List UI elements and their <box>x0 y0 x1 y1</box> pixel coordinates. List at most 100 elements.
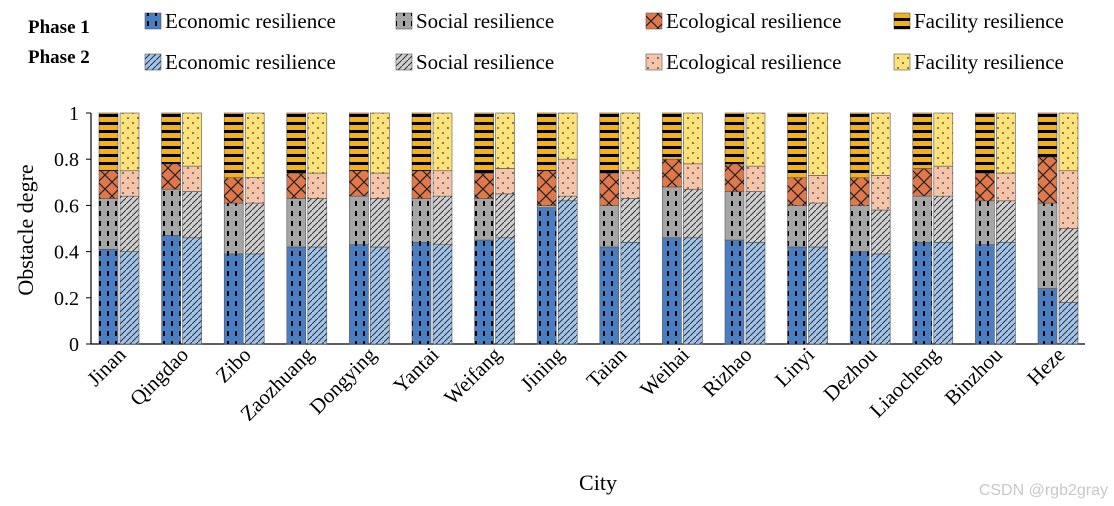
bar-phase-1-ecological-resilience-linyi-pattern <box>787 177 807 206</box>
bar-phase-1-social-resilience-weihai-pattern <box>662 186 682 238</box>
legend-phase-1-social-resilience-label: Social resilience <box>416 9 554 33</box>
legend-phase-1-facility-resilience-swatch-pattern <box>894 13 910 29</box>
bar-phase-2-economic-resilience-heze-pattern <box>1059 302 1078 344</box>
bar-phase-2-ecological-resilience-rizhao-pattern <box>746 166 765 192</box>
bar-phase-1-facility-resilience-zaozhuang-pattern <box>286 113 306 174</box>
bar-phase-1-facility-resilience-binzhou-pattern <box>975 113 995 174</box>
bar-phase-1-facility-resilience-heze-pattern <box>1038 113 1057 157</box>
bar-phase-2-ecological-resilience-qingdao-pattern <box>182 166 202 192</box>
legend-phase-1-ecological-resilience-label: Ecological resilience <box>666 9 842 33</box>
bar-phase-1-economic-resilience-weihai-pattern <box>662 237 682 344</box>
bar-phase-1-social-resilience-liaocheng-pattern <box>912 196 932 243</box>
bar-phase-2-economic-resilience-jinan-pattern <box>120 251 139 344</box>
bar-phase-2-facility-resilience-dongying-pattern <box>370 113 390 174</box>
bar-phase-2-facility-resilience-yantai-pattern <box>433 113 452 171</box>
bar-phase-2-social-resilience-dongying-pattern <box>370 198 390 247</box>
bar-phase-1-social-resilience-taian-pattern <box>599 205 619 247</box>
bar-phase-2-social-resilience-dezhou-pattern <box>871 210 891 254</box>
bar-phase-1-economic-resilience-heze-pattern <box>1038 288 1057 344</box>
legend-phase-1-economic-resilience-swatch-pattern <box>145 13 161 29</box>
bar-phase-1-economic-resilience-weifang-pattern <box>474 240 494 344</box>
bar-phase-1-facility-resilience-dezhou-pattern <box>850 113 870 178</box>
bar-phase-1-facility-resilience-qingdao-pattern <box>161 113 181 164</box>
bar-phase-1-social-resilience-qingdao-pattern <box>161 189 181 236</box>
bar-phase-2-facility-resilience-weihai-pattern <box>683 113 703 164</box>
bar-phase-1-economic-resilience-zibo-pattern <box>224 253 244 344</box>
bar-phase-1-ecological-resilience-taian-pattern <box>599 173 619 206</box>
bar-phase-1-facility-resilience-linyi-pattern <box>787 113 807 178</box>
bar-phase-2-ecological-resilience-weifang-pattern <box>495 168 515 194</box>
x-tick-label-binzhou: Binzhou <box>940 342 1008 410</box>
bar-phase-2-social-resilience-jining-pattern <box>558 196 578 201</box>
legend-phase-2-facility-resilience-swatch-pattern <box>894 54 910 70</box>
bar-phase-1-facility-resilience-rizhao-pattern <box>725 113 744 164</box>
bar-phase-2-economic-resilience-weifang-pattern <box>495 237 515 344</box>
bar-phase-2-ecological-resilience-jining-pattern <box>558 159 578 197</box>
bar-phase-2-ecological-resilience-liaocheng-pattern <box>933 166 953 197</box>
bar-phase-1-facility-resilience-zibo-pattern <box>224 113 244 178</box>
legend-phase-2-social-resilience-label: Social resilience <box>416 50 554 74</box>
bar-phase-2-economic-resilience-weihai-pattern <box>683 237 703 344</box>
bar-phase-1-ecological-resilience-liaocheng-pattern <box>912 168 932 197</box>
bar-phase-1-economic-resilience-taian-pattern <box>599 246 619 344</box>
bar-phase-1-ecological-resilience-qingdao-pattern <box>161 163 181 190</box>
bar-phase-1-social-resilience-yantai-pattern <box>412 198 431 243</box>
bar-phase-2-social-resilience-linyi-pattern <box>808 203 828 247</box>
x-axis-title: City <box>579 470 617 495</box>
bar-phase-2-facility-resilience-zibo-pattern <box>245 113 265 178</box>
bar-phase-2-facility-resilience-linyi-pattern <box>808 113 828 176</box>
bar-phase-2-social-resilience-heze-pattern <box>1059 228 1078 303</box>
x-tick-label-jinan: Jinan <box>82 342 131 391</box>
bar-phase-2-economic-resilience-rizhao-pattern <box>746 242 765 344</box>
bar-phase-1-facility-resilience-liaocheng-pattern <box>912 113 932 169</box>
bar-phase-1-social-resilience-dezhou-pattern <box>850 205 870 252</box>
bar-phase-1-facility-resilience-yantai-pattern <box>412 113 431 171</box>
bar-phase-1-economic-resilience-jining-pattern <box>537 207 557 344</box>
bar-phase-2-social-resilience-rizhao-pattern <box>746 191 765 243</box>
bar-phase-2-economic-resilience-yantai-pattern <box>433 244 452 344</box>
bar-phase-1-ecological-resilience-binzhou-pattern <box>975 173 995 201</box>
bar-phase-2-facility-resilience-heze-pattern <box>1059 113 1078 171</box>
x-tick-label-taian: Taian <box>582 342 632 392</box>
bar-phase-2-facility-resilience-qingdao-pattern <box>182 113 202 167</box>
watermark: CSDN @rgb2gray <box>978 482 1108 499</box>
bar-phase-1-economic-resilience-dongying-pattern <box>349 244 369 344</box>
bar-phase-2-economic-resilience-dezhou-pattern <box>871 253 891 344</box>
y-tick-label: 0.2 <box>54 288 79 310</box>
bar-phase-2-ecological-resilience-binzhou-pattern <box>996 173 1016 201</box>
bar-phase-2-facility-resilience-weifang-pattern <box>495 113 515 169</box>
bar-phase-2-economic-resilience-taian-pattern <box>620 242 640 344</box>
legend-phase-2-ecological-resilience-swatch-pattern <box>646 54 662 70</box>
legend: Phase 1 Phase 2 Economic resilience Socia… <box>28 9 1064 74</box>
bar-phase-2-facility-resilience-jinan-pattern <box>120 113 139 171</box>
bar-phase-1-ecological-resilience-yantai-pattern <box>412 170 431 199</box>
bar-phase-1-economic-resilience-dezhou-pattern <box>850 251 870 344</box>
bar-phase-2-economic-resilience-linyi-pattern <box>808 246 828 344</box>
legend-phase-2-ecological-resilience-label: Ecological resilience <box>666 50 842 74</box>
bar-phase-1-ecological-resilience-heze-pattern <box>1038 156 1057 204</box>
bar-phase-2-facility-resilience-taian-pattern <box>620 113 640 171</box>
bar-phase-2-social-resilience-weifang-pattern <box>495 193 515 238</box>
x-tick-label-heze: Heze <box>1022 343 1069 390</box>
bar-phase-1-economic-resilience-rizhao-pattern <box>725 240 744 344</box>
y-tick-label: 0.4 <box>54 242 79 264</box>
legend-phase-2-economic-resilience-label: Economic resilience <box>165 50 336 74</box>
y-axis-title: Obstacle degre <box>13 164 38 295</box>
bar-phase-2-economic-resilience-qingdao-pattern <box>182 237 202 344</box>
bar-phase-2-social-resilience-weihai-pattern <box>683 189 703 238</box>
bar-phase-1-ecological-resilience-jining-pattern <box>537 170 557 206</box>
bar-phase-2-ecological-resilience-weihai-pattern <box>683 163 703 190</box>
bar-phase-1-ecological-resilience-dongying-pattern <box>349 170 369 197</box>
bar-phase-1-facility-resilience-jining-pattern <box>537 113 557 171</box>
x-tick-label-weifang: Weifang <box>439 342 506 409</box>
bar-phase-2-social-resilience-yantai-pattern <box>433 196 452 245</box>
bar-phase-2-social-resilience-binzhou-pattern <box>996 200 1016 243</box>
bar-phase-1-economic-resilience-jinan-pattern <box>99 249 118 344</box>
bar-phase-2-facility-resilience-liaocheng-pattern <box>933 113 953 167</box>
bar-phase-1-ecological-resilience-jinan-pattern <box>99 170 118 199</box>
bar-phase-2-economic-resilience-zaozhuang-pattern <box>307 246 327 344</box>
bar-phase-2-facility-resilience-zaozhuang-pattern <box>307 113 327 174</box>
bar-phase-1-social-resilience-zaozhuang-pattern <box>286 198 306 247</box>
